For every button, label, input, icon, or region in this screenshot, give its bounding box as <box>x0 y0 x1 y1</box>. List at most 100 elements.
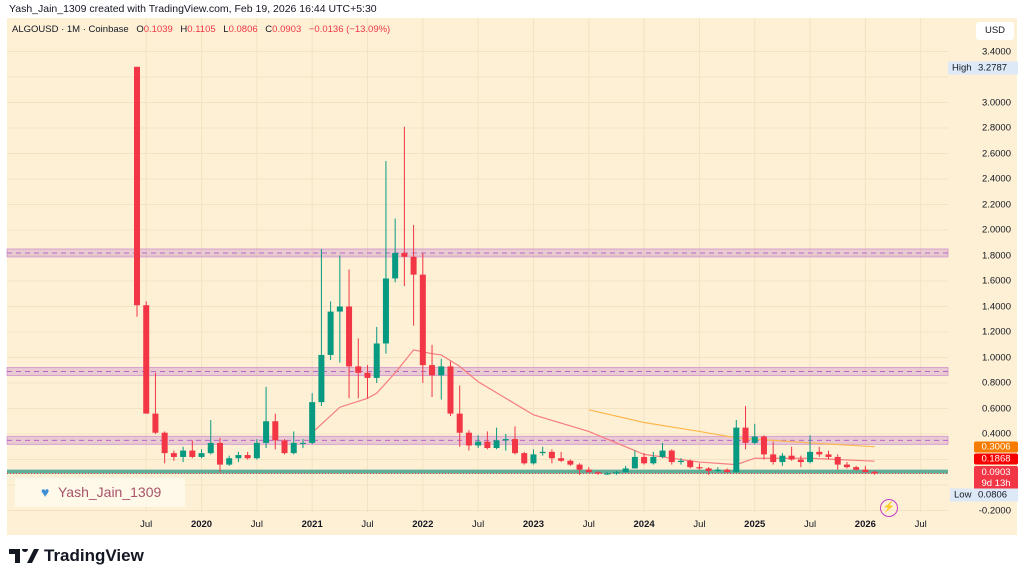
candle-body <box>733 427 740 473</box>
candle-body <box>631 456 638 469</box>
candle-body <box>797 459 804 463</box>
tradingview-logo-icon <box>9 549 39 563</box>
candle <box>309 393 316 445</box>
candle-body <box>410 256 417 275</box>
candle <box>456 385 463 447</box>
y-tick-label: 2.2000 <box>981 199 1011 210</box>
chart-panel[interactable] <box>7 18 1017 535</box>
symbol-name[interactable]: ALGOUSD · 1M · Coinbase <box>12 24 129 35</box>
candle-body <box>170 453 177 457</box>
candle-body <box>576 464 583 470</box>
candle <box>465 430 472 451</box>
candle <box>336 255 343 363</box>
candle <box>327 301 334 361</box>
candle <box>825 450 832 460</box>
ma-short-line <box>311 349 875 466</box>
candle-body <box>548 451 555 459</box>
candle-body <box>447 366 454 414</box>
y-tick-label: 0.8000 <box>981 377 1011 389</box>
candle-body <box>677 460 684 463</box>
candle-body <box>825 454 832 457</box>
y-tick-label: 3.4000 <box>981 46 1011 57</box>
candle <box>493 427 500 450</box>
candle <box>419 252 426 383</box>
candle-body <box>299 442 306 444</box>
candle-body <box>327 311 334 355</box>
candle-body <box>751 436 758 443</box>
candle <box>585 467 592 473</box>
candle <box>216 437 223 473</box>
candle-body <box>871 471 878 474</box>
x-tick-label: 2023 <box>522 519 545 530</box>
y-tick-label: 2.0000 <box>981 224 1011 236</box>
candle-body <box>512 439 519 454</box>
symbol-legend: ALGOUSD · 1M · Coinbase O0.1039 H0.1105 … <box>12 24 390 35</box>
candle <box>558 451 565 463</box>
open-value: 0.1039 <box>143 24 173 35</box>
candle <box>539 446 546 456</box>
candle-body <box>429 365 436 376</box>
candle-body <box>253 442 260 459</box>
x-tick-label: Jul <box>582 519 595 530</box>
candle-body <box>567 460 574 465</box>
candle-body <box>705 468 712 471</box>
candle <box>641 453 648 465</box>
candle-body <box>788 455 795 460</box>
candle <box>521 451 528 465</box>
candle <box>401 126 408 287</box>
x-tick-label: Jul <box>361 519 374 530</box>
candle <box>290 431 297 455</box>
candle-body <box>502 439 509 441</box>
candle-body <box>198 453 205 457</box>
ma-long-price-label: 0.3006 <box>974 441 1018 453</box>
brand-name: TradingView <box>44 546 144 565</box>
candle-body <box>641 456 648 464</box>
change-value: −0.0136 (−13.09%) <box>308 24 391 35</box>
candle <box>705 467 712 475</box>
x-tick-label: 2022 <box>412 519 434 530</box>
low-price-label: 0.0806 <box>974 488 1018 502</box>
y-tick-label: 1.0000 <box>981 352 1011 363</box>
candle <box>226 455 233 466</box>
currency-button[interactable]: USD <box>976 22 1014 40</box>
candle-body <box>770 454 777 463</box>
candle <box>180 446 187 463</box>
candle-body <box>659 450 666 457</box>
candle-body <box>539 451 546 454</box>
candle-body <box>521 453 528 464</box>
candle-body <box>687 460 694 468</box>
lightning-icon[interactable]: ⚡ <box>880 499 898 517</box>
candle-body <box>622 468 629 473</box>
candle <box>714 467 721 473</box>
x-tick-label: Jul <box>472 519 485 530</box>
candle <box>650 451 657 465</box>
candle <box>687 459 694 469</box>
candle <box>724 468 731 473</box>
candle <box>604 472 611 475</box>
candle-body <box>392 252 399 279</box>
candle-body <box>853 467 860 470</box>
candle <box>189 440 196 459</box>
candle <box>272 413 279 450</box>
candle <box>263 386 270 449</box>
candle <box>733 419 740 473</box>
candle <box>622 465 629 473</box>
tradingview-logo[interactable]: TradingView <box>9 546 144 566</box>
candle <box>779 453 786 466</box>
candle-body <box>346 306 353 367</box>
candle-body <box>862 469 869 473</box>
candle-body <box>742 427 749 443</box>
candle <box>677 458 684 465</box>
candle <box>862 465 869 473</box>
candle <box>631 450 638 469</box>
candle <box>134 66 140 317</box>
candle <box>161 431 168 464</box>
candle <box>751 423 758 445</box>
candle <box>816 446 823 457</box>
high-value: 0.1105 <box>187 24 216 35</box>
y-tick-label: 0.6000 <box>981 403 1011 414</box>
candle <box>438 358 445 400</box>
candle <box>382 161 389 354</box>
y-tick-label: -0.2000 <box>978 505 1011 516</box>
candle <box>760 435 767 460</box>
